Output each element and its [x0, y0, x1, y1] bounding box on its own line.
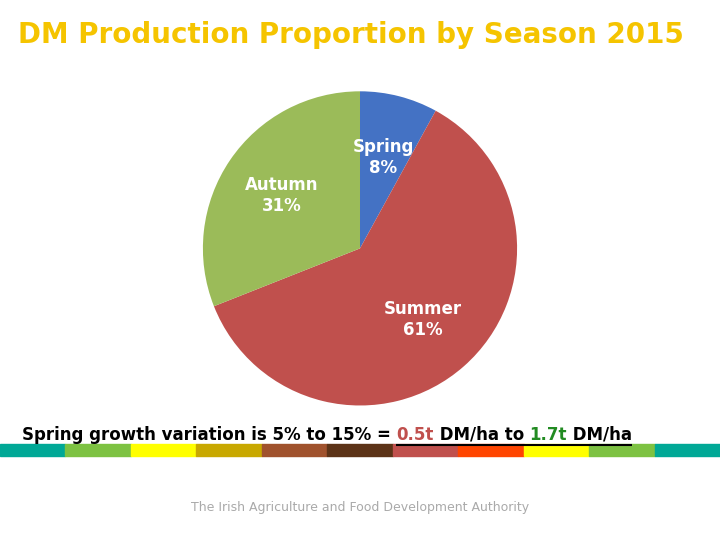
Bar — [589, 444, 654, 456]
Text: DM/ha to: DM/ha to — [433, 426, 530, 444]
Wedge shape — [360, 91, 436, 248]
Text: The Irish Agriculture and Food Development Authority: The Irish Agriculture and Food Developme… — [191, 501, 529, 514]
Text: DM/ha: DM/ha — [567, 426, 632, 444]
Text: Spring growth variation is 5% to 15% =: Spring growth variation is 5% to 15% = — [22, 426, 396, 444]
Bar — [654, 444, 720, 456]
Bar — [458, 444, 523, 456]
Text: DM Production Proportion by Season 2015: DM Production Proportion by Season 2015 — [18, 21, 684, 49]
Text: Summer
61%: Summer 61% — [383, 300, 462, 339]
Bar — [131, 444, 197, 456]
Bar — [262, 444, 328, 456]
Text: Spring
8%: Spring 8% — [353, 138, 414, 177]
Bar — [0, 444, 66, 456]
Bar — [523, 444, 589, 456]
Wedge shape — [214, 111, 517, 406]
Bar — [328, 444, 392, 456]
Text: Autumn
31%: Autumn 31% — [246, 176, 319, 215]
Bar — [197, 444, 262, 456]
Bar — [66, 444, 131, 456]
Bar — [392, 444, 458, 456]
Wedge shape — [203, 91, 360, 306]
Text: 0.5t: 0.5t — [396, 426, 433, 444]
Text: 1.7t: 1.7t — [530, 426, 567, 444]
